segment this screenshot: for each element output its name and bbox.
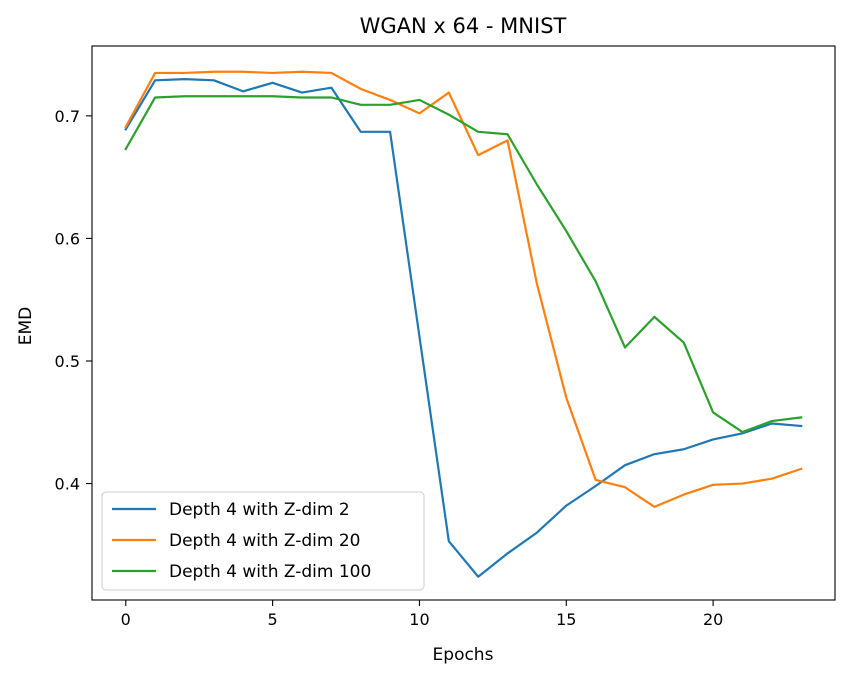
x-tick-label: 20 <box>703 610 723 629</box>
y-tick-label: 0.7 <box>55 107 80 126</box>
legend: Depth 4 with Z-dim 2 Depth 4 with Z-dim 2… <box>101 491 425 591</box>
series-line-3 <box>124 95 803 434</box>
series-line-2 <box>124 70 803 508</box>
y-axis: 0.4 0.5 0.6 0.7 <box>55 107 92 494</box>
x-tick-label: 5 <box>268 610 278 629</box>
legend-label-3: Depth 4 with Z-dim 100 <box>169 562 371 582</box>
plot-frame <box>91 45 836 601</box>
legend-label-1: Depth 4 with Z-dim 2 <box>169 500 350 520</box>
legend-box <box>101 491 425 591</box>
x-axis: 0 5 10 15 20 <box>121 600 723 629</box>
y-axis-label: EMD <box>16 307 36 346</box>
y-tick-label: 0.6 <box>55 229 80 248</box>
plot-area <box>91 45 836 601</box>
y-tick-label: 0.5 <box>55 352 80 371</box>
x-tick-label: 10 <box>409 610 429 629</box>
x-axis-label: Epochs <box>433 645 494 665</box>
x-tick-label: 15 <box>556 610 576 629</box>
chart-title: WGAN x 64 - MNIST <box>360 14 567 38</box>
x-tick-label: 0 <box>121 610 131 629</box>
series-line-1 <box>124 77 803 578</box>
y-tick-label: 0.4 <box>55 475 80 494</box>
legend-label-2: Depth 4 with Z-dim 20 <box>169 531 360 551</box>
